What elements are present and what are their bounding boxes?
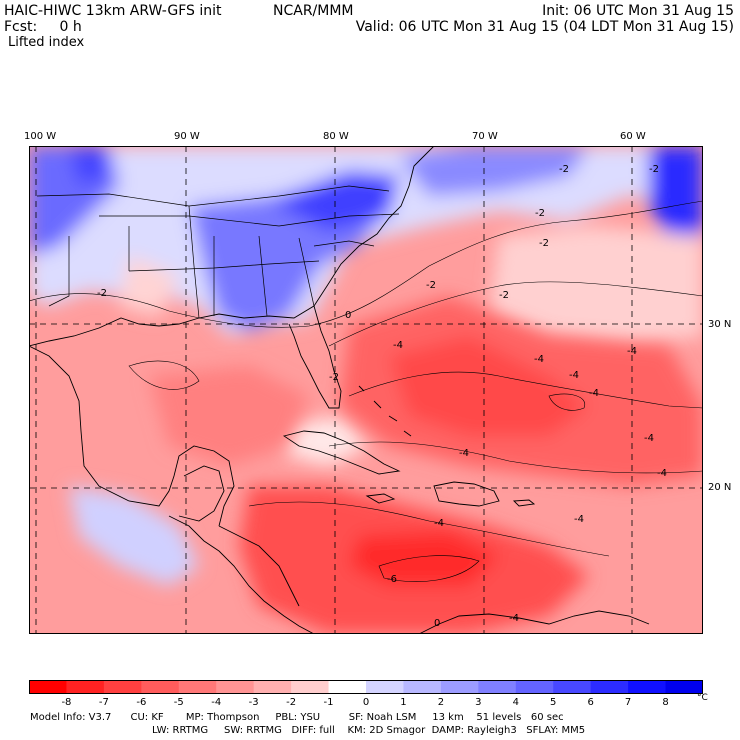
contour-lines: [29, 200, 703, 582]
contour-label: -4: [459, 448, 469, 459]
colorbar-cell: [590, 680, 629, 694]
contour-label: -4: [574, 514, 584, 525]
colorbar-cell: [29, 680, 67, 694]
colorbar-tick-label: 5: [550, 697, 557, 708]
colorbar-tick-label: -4: [211, 697, 222, 708]
red-gulf-central: [149, 366, 309, 466]
colorbar-cell: [216, 680, 255, 694]
lifted-index-map: -2 -2 -2 -2 -2 -2 -2 -2 -4 -4 -4 -4 -4 -…: [29, 146, 703, 634]
state-borders: [36, 185, 400, 319]
white-cuba: [279, 416, 369, 466]
colorbar-tick-label: 8: [662, 697, 669, 708]
blue-core-nw-small: [69, 146, 109, 186]
colorbar-cell: [366, 680, 404, 694]
coastlines: [29, 146, 650, 634]
contour-label: -4: [434, 518, 444, 529]
contour-label: -2: [97, 288, 107, 299]
forecast-hour-label: Fcst: 0 h: [4, 19, 82, 35]
contour-label: -4: [657, 468, 667, 479]
colorbar-cell: [628, 680, 667, 694]
colorbar-cell: [440, 680, 479, 694]
colorbar-tick-label: 1: [400, 697, 407, 708]
colorbar-tick-label: 7: [624, 697, 632, 708]
colorbar-tick-label: -3: [248, 697, 259, 708]
colorbar-tick-label: -5: [173, 697, 184, 708]
colorbar-cell: [141, 680, 180, 694]
contour-label: -4: [644, 433, 654, 444]
model-title: HAIC-HIWC 13km ARW-GFS init: [4, 3, 222, 19]
colorbar-tick-label: 3: [475, 697, 482, 708]
colorbar-cell: [553, 680, 592, 694]
colorbar-tick-label: 6: [587, 697, 594, 708]
init-time-label: Init: 06 UTC Mon 31 Aug 15: [542, 3, 734, 19]
lon-label-100w: 100 W: [24, 131, 57, 142]
contour-label: -6: [387, 574, 397, 585]
contour-label: -4: [509, 613, 519, 624]
colorbar-tick-label: -1: [323, 697, 334, 708]
colorbar-tick-label: 4: [512, 697, 519, 708]
field-name-label: Lifted index: [8, 35, 85, 50]
blue-mexico: [69, 486, 199, 586]
model-info-line-2: LW: RRTMG SW: RRTMG DIFF: full KM: 2D Sm…: [152, 725, 586, 736]
colorbar-unit: °C: [697, 693, 708, 703]
contour-label: -4: [393, 340, 403, 351]
contour-label: -4: [569, 370, 579, 381]
valid-time-label: Valid: 06 UTC Mon 31 Aug 15 (04 LDT Mon …: [355, 19, 734, 35]
colorbar-cell: [291, 680, 330, 694]
red-core-atlantic: [389, 336, 589, 436]
map-frame: [29, 146, 703, 634]
colorbar-cell: [665, 680, 703, 694]
red-core-caribbean: [349, 531, 499, 586]
lon-label-60w: 60 W: [620, 131, 646, 142]
contour-label: -2: [539, 238, 549, 249]
organization-label: NCAR/MMM: [273, 3, 354, 19]
model-info-line-1: Model Info: V3.7 CU: KF MP: Thompson PBL…: [30, 712, 564, 723]
colorbar-cell: [66, 680, 105, 694]
lat-lon-grid: [29, 146, 703, 634]
colorbar-tick-label: -7: [98, 697, 109, 708]
lon-label-70w: 70 W: [472, 131, 498, 142]
contour-label: 0: [434, 618, 440, 629]
contour-label: -4: [589, 388, 599, 399]
blue-core-atlantic: [399, 146, 589, 196]
white-atlantic-band: [489, 226, 703, 346]
colorbar-tick-label: -2: [286, 697, 297, 708]
colorbar-tick-label: 2: [437, 697, 445, 708]
colorbar-tick-label: -6: [136, 697, 147, 708]
lat-label-30n: 30 N: [708, 319, 732, 330]
colorbar-cell: [103, 680, 142, 694]
colorbar-cell: [178, 680, 217, 694]
colorbar-tick-label: 0: [362, 697, 370, 708]
contour-label: -2: [329, 372, 339, 383]
colorbar-cell: [515, 680, 554, 694]
colorbar-tick-label: -8: [61, 697, 72, 708]
contour-label: 0: [345, 310, 351, 321]
contour-label: -4: [534, 354, 544, 365]
contour-label: -2: [649, 164, 659, 175]
contour-label: -4: [627, 346, 637, 357]
contour-label: -2: [426, 280, 436, 291]
contour-label: -2: [499, 290, 509, 301]
contour-label: -2: [559, 164, 569, 175]
colorbar: [29, 680, 703, 694]
lon-label-80w: 80 W: [323, 131, 349, 142]
contour-value-labels: -2 -2 -2 -2 -2 -2 -2 -2 -4 -4 -4 -4 -4 -…: [97, 164, 667, 629]
colorbar-cell: [403, 680, 442, 694]
blue-core-appalachian: [269, 171, 399, 231]
lon-label-90w: 90 W: [174, 131, 200, 142]
lat-label-20n: 20 N: [708, 482, 732, 493]
colorbar-cell: [478, 680, 517, 694]
colorbar-cell: [328, 680, 367, 694]
colorbar-cell: [253, 680, 292, 694]
blue-core-ne: [649, 146, 703, 256]
contour-label: -2: [535, 208, 545, 219]
